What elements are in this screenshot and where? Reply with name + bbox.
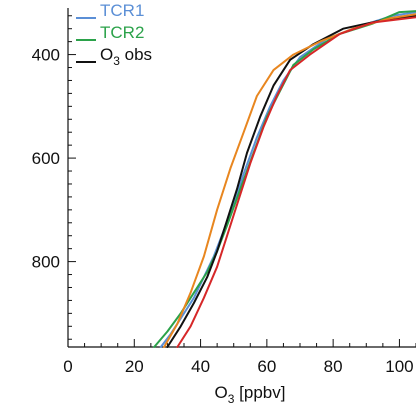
y-tick-label: 800 [32, 253, 60, 272]
series-line-4 [176, 16, 416, 348]
y-tick-label: 600 [32, 149, 60, 168]
x-tick-label: 40 [191, 357, 210, 376]
legend-label: TCR1 [100, 1, 144, 20]
y-tick-label: 400 [32, 46, 60, 65]
x-tick-label: 0 [63, 357, 72, 376]
series-line-3 [163, 13, 416, 348]
x-tick-label: 60 [257, 357, 276, 376]
x-axis-label: O3 [ppbv] [215, 383, 286, 406]
x-tick-label: 100 [385, 357, 413, 376]
legend-label: TCR2 [100, 23, 144, 42]
series-layer [153, 10, 416, 348]
legend: TCR1 TCR2 O3 obs [76, 1, 152, 68]
series-line-2 [166, 14, 416, 348]
x-tick-label: 80 [324, 357, 343, 376]
axes: 0 20 40 60 80 100 400 600 800 [32, 8, 416, 376]
legend-label: O3 obs [100, 45, 152, 68]
x-tick-label: 20 [125, 357, 144, 376]
